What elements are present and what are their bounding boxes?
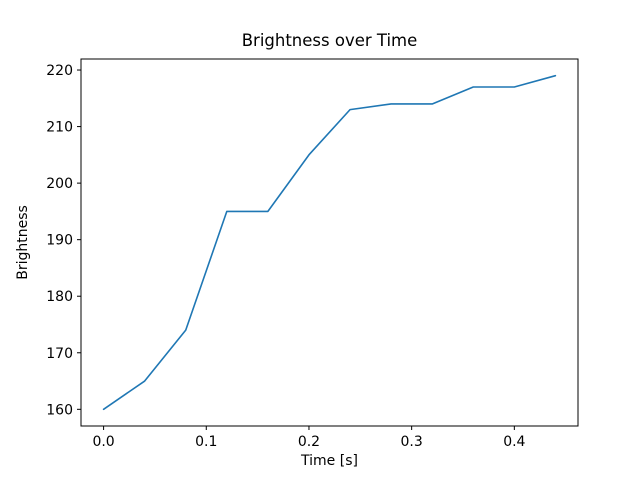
y-tick-label: 190 [46, 233, 73, 249]
x-tick-label: 0.2 [298, 434, 320, 450]
x-axis-label: Time [s] [300, 453, 358, 469]
y-tick-label: 210 [46, 120, 73, 136]
y-tick-label: 160 [46, 402, 73, 418]
x-tick-label: 0.1 [195, 434, 217, 450]
x-tick-label: 0.4 [503, 434, 525, 450]
y-tick-label: 220 [46, 63, 73, 79]
y-axis-label: Brightness [15, 205, 31, 280]
y-tick-label: 170 [46, 346, 73, 362]
chart-title: Brightness over Time [242, 31, 418, 50]
y-tick-label: 180 [46, 289, 73, 305]
data-line-series [102, 74, 557, 411]
x-tick-label: 0.0 [92, 434, 114, 450]
axes-spines [80, 58, 579, 427]
y-tick-label: 200 [46, 176, 73, 192]
x-tick-label: 0.3 [401, 434, 423, 450]
